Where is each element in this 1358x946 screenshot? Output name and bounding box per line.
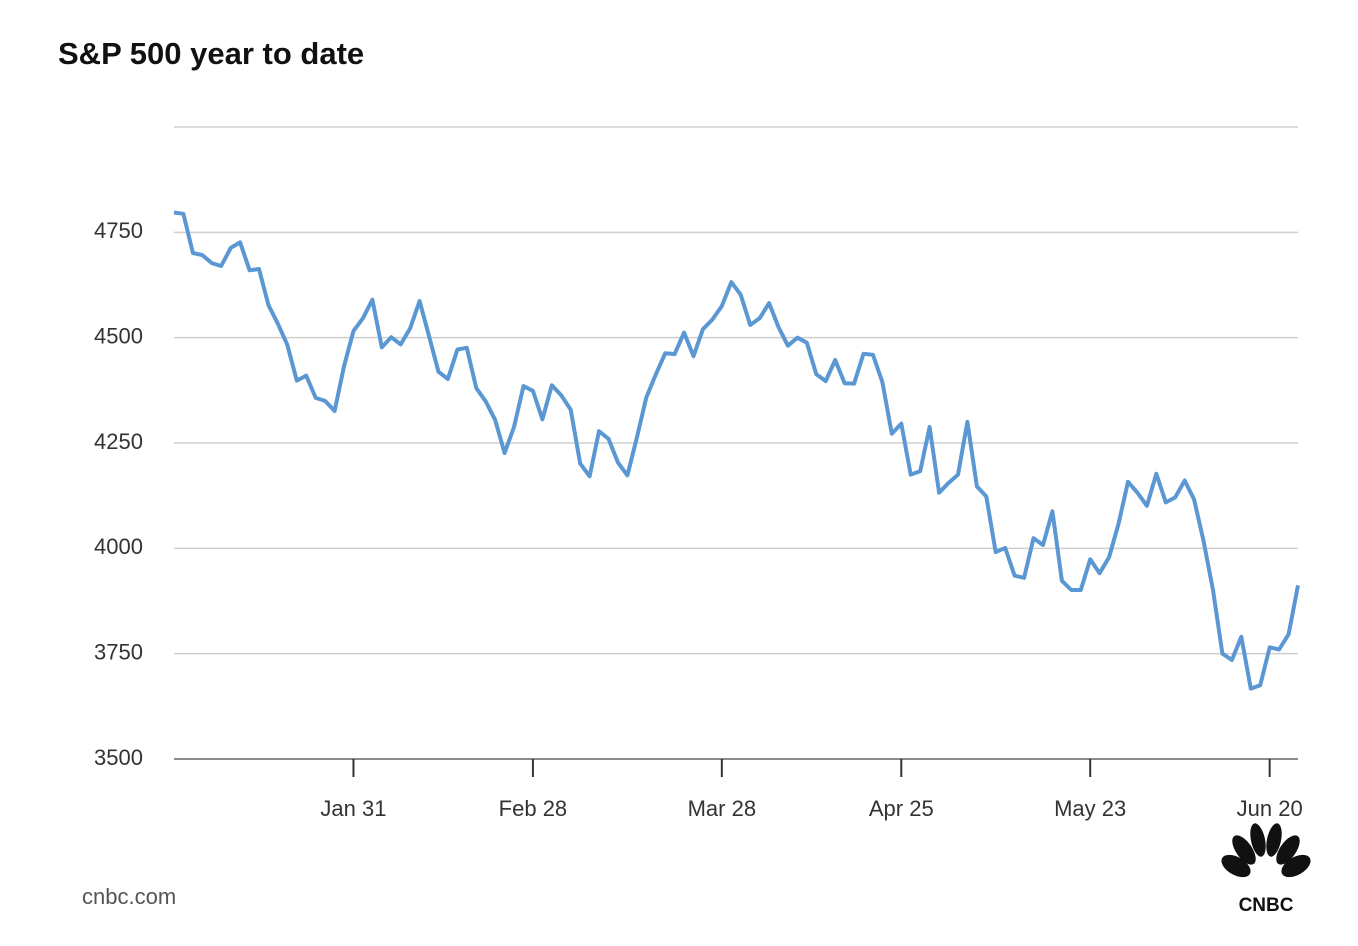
chart-title: S&P 500 year to date bbox=[58, 36, 364, 71]
cnbc-logo: CNBC bbox=[1221, 823, 1311, 916]
x-tick-label: Feb 28 bbox=[499, 796, 568, 821]
x-tick-label: Jun 20 bbox=[1237, 796, 1303, 821]
logo-text: CNBC bbox=[1239, 895, 1294, 916]
x-tick-label: Jan 31 bbox=[320, 796, 386, 821]
y-tick-label: 4750 bbox=[94, 218, 143, 243]
y-tick-label: 3500 bbox=[94, 745, 143, 770]
y-tick-label: 3750 bbox=[94, 639, 143, 664]
y-tick-label: 4000 bbox=[94, 534, 143, 559]
x-tick-label: Mar 28 bbox=[688, 796, 756, 821]
y-tick-label: 4500 bbox=[94, 323, 143, 348]
source: cnbc.com bbox=[82, 884, 176, 909]
x-tick-label: Apr 25 bbox=[869, 796, 934, 821]
y-tick-label: 4250 bbox=[94, 429, 143, 454]
x-tick-label: May 23 bbox=[1054, 796, 1126, 821]
line bbox=[173, 210, 1300, 691]
